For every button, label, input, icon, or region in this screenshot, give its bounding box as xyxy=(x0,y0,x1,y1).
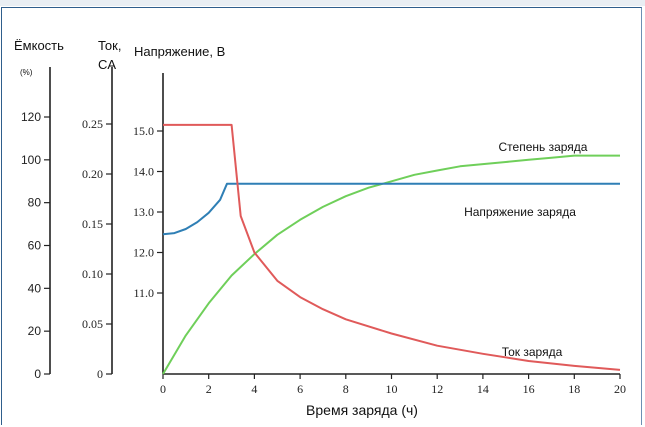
series-line-1 xyxy=(162,182,620,236)
x-tick-label: 0 xyxy=(160,382,166,396)
x-tick-label: 6 xyxy=(297,382,303,396)
top-strip xyxy=(0,0,645,6)
x-tick-label: 12 xyxy=(431,382,443,396)
x-tick-label: 2 xyxy=(206,382,212,396)
capacity-axis-unit: (%) xyxy=(20,68,33,77)
capacity-tick-label: 60 xyxy=(28,239,42,253)
current-tick-label: 0.15 xyxy=(82,217,103,231)
capacity-axis-label: Ёмкость xyxy=(14,38,64,53)
current-tick-label: 0.05 xyxy=(82,317,103,331)
current-axis-unit: CA xyxy=(98,57,116,72)
voltage-tick-label: 14.0 xyxy=(133,165,154,179)
current-axis-label: Ток, xyxy=(98,38,121,53)
x-tick-label: 10 xyxy=(386,382,398,396)
capacity-tick-label: 20 xyxy=(28,324,42,338)
capacity-tick-label: 40 xyxy=(28,281,42,295)
voltage-tick-label: 15.0 xyxy=(133,124,154,138)
x-tick-label: 18 xyxy=(568,382,580,396)
current-tick-label: 0.20 xyxy=(82,167,103,181)
x-tick-label: 16 xyxy=(523,382,535,396)
capacity-tick-label: 0 xyxy=(34,367,41,381)
voltage-tick-label: 12.0 xyxy=(133,246,154,260)
series-label-0: Степень заряда xyxy=(499,140,588,154)
series-line-2 xyxy=(163,123,621,371)
current-tick-label: 0.25 xyxy=(82,117,103,131)
series-line-0 xyxy=(162,154,620,375)
x-axis-label: Время заряда (ч) xyxy=(306,402,418,418)
x-tick-label: 20 xyxy=(614,382,626,396)
frame-border xyxy=(1,7,642,425)
series-label-2: Ток заряда xyxy=(502,345,563,359)
current-tick-label: 0 xyxy=(97,367,103,381)
capacity-tick-label: 120 xyxy=(21,110,41,124)
capacity-tick-label: 100 xyxy=(21,153,41,167)
voltage-tick-label: 11.0 xyxy=(133,286,154,300)
x-tick-label: 8 xyxy=(343,382,349,396)
voltage-tick-label: 13.0 xyxy=(133,205,154,219)
voltage-axis-label: Напряжение, В xyxy=(134,44,225,59)
x-tick-label: 14 xyxy=(477,382,489,396)
current-tick-label: 0.10 xyxy=(82,267,103,281)
x-tick-label: 4 xyxy=(251,382,257,396)
capacity-tick-label: 80 xyxy=(28,196,42,210)
series-label-1: Напряжение заряда xyxy=(464,205,576,219)
